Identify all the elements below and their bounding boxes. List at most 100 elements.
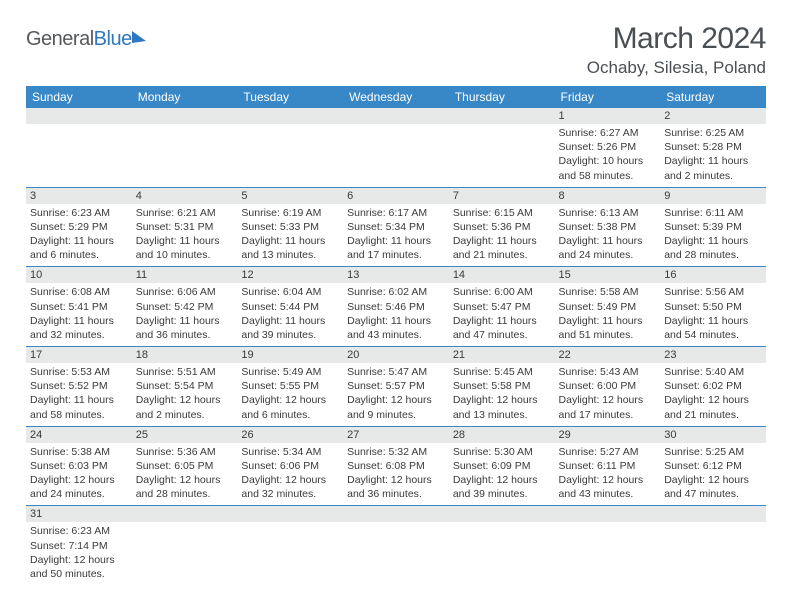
day-cell: 6Sunrise: 6:17 AMSunset: 5:34 PMDaylight… [343, 187, 449, 267]
sunset-text: Sunset: 6:05 PM [136, 459, 234, 473]
sunrise-text: Sunrise: 6:04 AM [241, 285, 339, 299]
day-number: 1 [555, 108, 661, 124]
sunset-text: Sunset: 5:46 PM [347, 300, 445, 314]
sunset-text: Sunset: 5:57 PM [347, 379, 445, 393]
dayhead-mon: Monday [132, 86, 238, 108]
title-block: March 2024 Ochaby, Silesia, Poland [587, 22, 766, 78]
sunset-text: Sunset: 5:47 PM [453, 300, 551, 314]
day-cell: 8Sunrise: 6:13 AMSunset: 5:38 PMDaylight… [555, 187, 661, 267]
day-details: Sunrise: 6:23 AMSunset: 7:14 PMDaylight:… [26, 522, 132, 585]
day-number: 4 [132, 188, 238, 204]
day-cell: 5Sunrise: 6:19 AMSunset: 5:33 PMDaylight… [237, 187, 343, 267]
day-cell [343, 108, 449, 187]
day-cell: 4Sunrise: 6:21 AMSunset: 5:31 PMDaylight… [132, 187, 238, 267]
day-number: 26 [237, 427, 343, 443]
sunset-text: Sunset: 5:34 PM [347, 220, 445, 234]
day-details: Sunrise: 6:08 AMSunset: 5:41 PMDaylight:… [26, 283, 132, 346]
day-cell: 10Sunrise: 6:08 AMSunset: 5:41 PMDayligh… [26, 267, 132, 347]
day-number [237, 108, 343, 124]
sunset-text: Sunset: 5:42 PM [136, 300, 234, 314]
day-details: Sunrise: 5:45 AMSunset: 5:58 PMDaylight:… [449, 363, 555, 426]
sunrise-text: Sunrise: 5:25 AM [664, 445, 762, 459]
day-details: Sunrise: 5:43 AMSunset: 6:00 PMDaylight:… [555, 363, 661, 426]
daylight-text: Daylight: 11 hours and 47 minutes. [453, 314, 551, 342]
daylight-text: Daylight: 12 hours and 36 minutes. [347, 473, 445, 501]
day-number: 31 [26, 506, 132, 522]
sunrise-text: Sunrise: 5:36 AM [136, 445, 234, 459]
day-number [132, 506, 238, 522]
sunrise-text: Sunrise: 5:34 AM [241, 445, 339, 459]
page-title: March 2024 [587, 22, 766, 56]
day-details: Sunrise: 5:34 AMSunset: 6:06 PMDaylight:… [237, 443, 343, 506]
sunrise-text: Sunrise: 5:56 AM [664, 285, 762, 299]
daylight-text: Daylight: 11 hours and 32 minutes. [30, 314, 128, 342]
day-number: 12 [237, 267, 343, 283]
sunrise-text: Sunrise: 5:45 AM [453, 365, 551, 379]
sunrise-text: Sunrise: 6:17 AM [347, 206, 445, 220]
sunrise-text: Sunrise: 5:38 AM [30, 445, 128, 459]
sunrise-text: Sunrise: 5:53 AM [30, 365, 128, 379]
sunrise-text: Sunrise: 5:47 AM [347, 365, 445, 379]
daylight-text: Daylight: 12 hours and 21 minutes. [664, 393, 762, 421]
day-details: Sunrise: 5:38 AMSunset: 6:03 PMDaylight:… [26, 443, 132, 506]
day-number: 30 [660, 427, 766, 443]
day-number [343, 108, 449, 124]
day-details: Sunrise: 5:30 AMSunset: 6:09 PMDaylight:… [449, 443, 555, 506]
sunset-text: Sunset: 5:49 PM [559, 300, 657, 314]
day-cell: 11Sunrise: 6:06 AMSunset: 5:42 PMDayligh… [132, 267, 238, 347]
day-details: Sunrise: 5:53 AMSunset: 5:52 PMDaylight:… [26, 363, 132, 426]
day-cell [343, 506, 449, 585]
day-details: Sunrise: 5:56 AMSunset: 5:50 PMDaylight:… [660, 283, 766, 346]
sunset-text: Sunset: 5:33 PM [241, 220, 339, 234]
day-number: 21 [449, 347, 555, 363]
week-row: 10Sunrise: 6:08 AMSunset: 5:41 PMDayligh… [26, 267, 766, 347]
day-cell [237, 506, 343, 585]
week-row: 24Sunrise: 5:38 AMSunset: 6:03 PMDayligh… [26, 426, 766, 506]
sunset-text: Sunset: 6:11 PM [559, 459, 657, 473]
day-details: Sunrise: 6:15 AMSunset: 5:36 PMDaylight:… [449, 204, 555, 267]
day-cell: 18Sunrise: 5:51 AMSunset: 5:54 PMDayligh… [132, 347, 238, 427]
daylight-text: Daylight: 12 hours and 9 minutes. [347, 393, 445, 421]
day-number: 23 [660, 347, 766, 363]
location-label: Ochaby, Silesia, Poland [587, 58, 766, 78]
day-cell [26, 108, 132, 187]
day-details: Sunrise: 5:51 AMSunset: 5:54 PMDaylight:… [132, 363, 238, 426]
day-number: 18 [132, 347, 238, 363]
day-details: Sunrise: 6:21 AMSunset: 5:31 PMDaylight:… [132, 204, 238, 267]
day-cell: 22Sunrise: 5:43 AMSunset: 6:00 PMDayligh… [555, 347, 661, 427]
day-cell: 28Sunrise: 5:30 AMSunset: 6:09 PMDayligh… [449, 426, 555, 506]
sunrise-text: Sunrise: 5:32 AM [347, 445, 445, 459]
sunset-text: Sunset: 6:00 PM [559, 379, 657, 393]
daylight-text: Daylight: 11 hours and 43 minutes. [347, 314, 445, 342]
day-details: Sunrise: 5:36 AMSunset: 6:05 PMDaylight:… [132, 443, 238, 506]
sunrise-text: Sunrise: 6:23 AM [30, 524, 128, 538]
sunrise-text: Sunrise: 6:11 AM [664, 206, 762, 220]
day-number [660, 506, 766, 522]
day-number [449, 108, 555, 124]
daylight-text: Daylight: 11 hours and 17 minutes. [347, 234, 445, 262]
day-number [237, 506, 343, 522]
day-number: 3 [26, 188, 132, 204]
daylight-text: Daylight: 11 hours and 24 minutes. [559, 234, 657, 262]
sunrise-text: Sunrise: 6:19 AM [241, 206, 339, 220]
day-cell: 21Sunrise: 5:45 AMSunset: 5:58 PMDayligh… [449, 347, 555, 427]
day-details: Sunrise: 6:23 AMSunset: 5:29 PMDaylight:… [26, 204, 132, 267]
daylight-text: Daylight: 12 hours and 28 minutes. [136, 473, 234, 501]
logo: GeneralBlue [26, 28, 146, 51]
daylight-text: Daylight: 12 hours and 24 minutes. [30, 473, 128, 501]
day-number: 17 [26, 347, 132, 363]
day-cell: 31Sunrise: 6:23 AMSunset: 7:14 PMDayligh… [26, 506, 132, 585]
day-number: 13 [343, 267, 449, 283]
day-cell: 30Sunrise: 5:25 AMSunset: 6:12 PMDayligh… [660, 426, 766, 506]
daylight-text: Daylight: 11 hours and 51 minutes. [559, 314, 657, 342]
sunset-text: Sunset: 6:12 PM [664, 459, 762, 473]
daylight-text: Daylight: 12 hours and 17 minutes. [559, 393, 657, 421]
daylight-text: Daylight: 11 hours and 58 minutes. [30, 393, 128, 421]
daylight-text: Daylight: 11 hours and 54 minutes. [664, 314, 762, 342]
day-cell [132, 108, 238, 187]
sunrise-text: Sunrise: 5:30 AM [453, 445, 551, 459]
sunset-text: Sunset: 6:06 PM [241, 459, 339, 473]
day-cell [660, 506, 766, 585]
daylight-text: Daylight: 11 hours and 39 minutes. [241, 314, 339, 342]
sunrise-text: Sunrise: 5:51 AM [136, 365, 234, 379]
